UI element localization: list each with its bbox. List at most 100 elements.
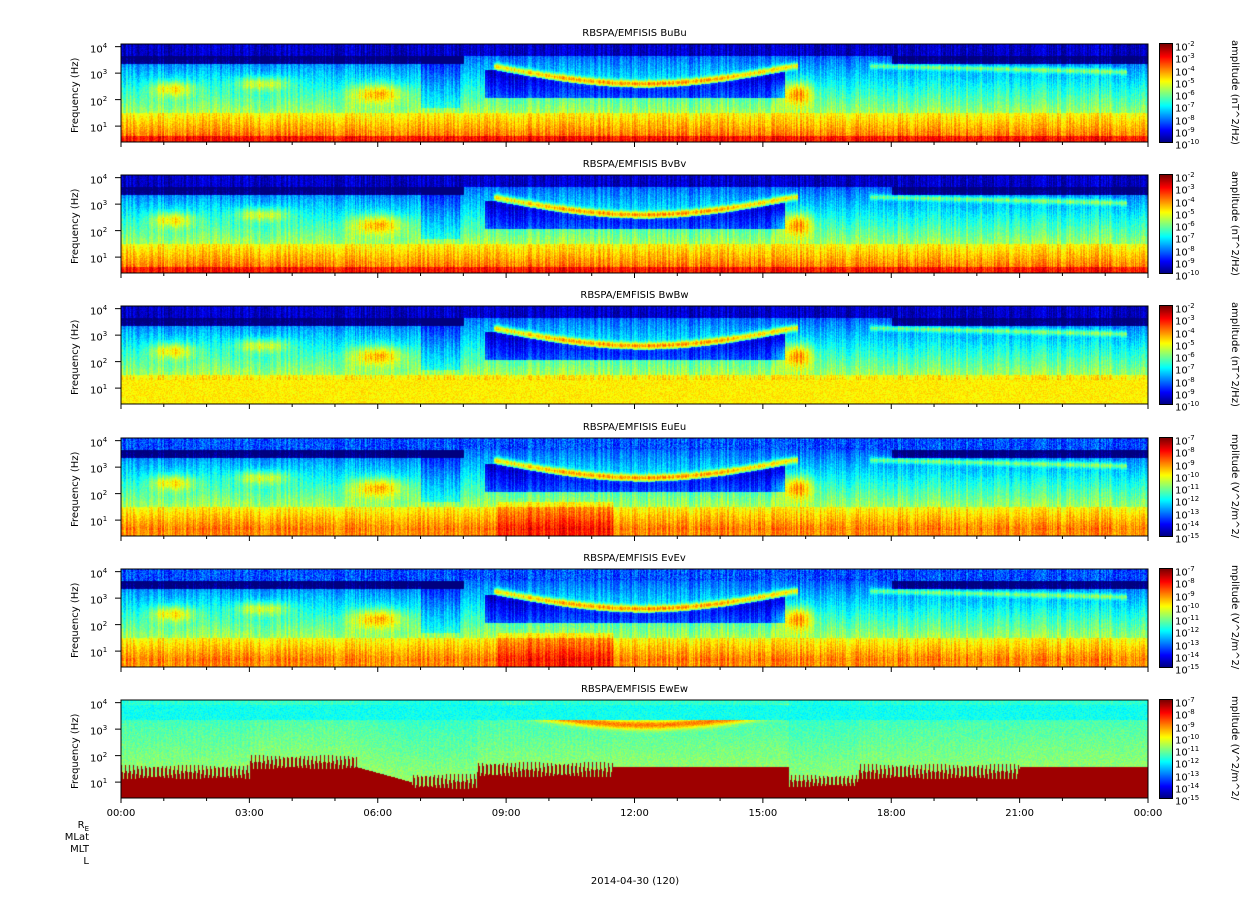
colorbar — [1159, 174, 1173, 274]
panel-axes — [115, 437, 1149, 541]
y-tick-label: 103 — [90, 199, 108, 213]
colorbar-tick-label: 10-3 — [1175, 183, 1195, 197]
y-tick-label: 103 — [90, 462, 108, 476]
y-axis-label: Frequency (Hz) — [70, 188, 81, 264]
colorbar-label: mplitude (V^2/m^2/ — [1229, 565, 1240, 670]
colorbar-tick-label: 10-7 — [1175, 434, 1195, 448]
colorbar-tick-label: 10-12 — [1175, 495, 1200, 509]
colorbar-tick-label: 10-14 — [1175, 519, 1200, 534]
y-tick-label: 101 — [90, 252, 108, 266]
y-axis-label: Frequency (Hz) — [70, 713, 81, 789]
colorbar-tick-label: 10-9 — [1175, 720, 1195, 734]
ephemeris-label: MLT — [70, 844, 89, 855]
colorbar-tick-label: 10-2 — [1175, 302, 1195, 316]
panel-axes — [115, 568, 1149, 672]
colorbar-tick-label: 10-6 — [1175, 89, 1195, 103]
y-tick-label: 101 — [90, 515, 108, 529]
y-tick-label: 104 — [90, 435, 108, 449]
colorbar-tick-label: 10-9 — [1175, 387, 1195, 402]
spectrogram-plot — [121, 700, 1148, 798]
panel-axes — [115, 174, 1149, 278]
colorbar-tick-label: 10-7 — [1175, 232, 1195, 246]
colorbar-tick-label: 10-3 — [1175, 52, 1195, 66]
colorbar — [1159, 568, 1173, 668]
colorbar-tick-label: 10-10 — [1175, 732, 1200, 747]
x-tick-label: 00:00 — [1133, 808, 1163, 819]
colorbar — [1159, 43, 1173, 143]
y-tick-label: 102 — [90, 225, 108, 239]
colorbar-tick-label: 10-10 — [1175, 470, 1200, 485]
panel-title: RBSPA/EMFISIS EvEv — [583, 553, 686, 564]
colorbar-label: mplitude (V^2/m^2/ — [1229, 696, 1240, 801]
colorbar-tick-label: 10-11 — [1175, 483, 1200, 497]
colorbar-tick-label: 10-12 — [1175, 626, 1200, 640]
y-tick-label: 102 — [90, 619, 108, 633]
colorbar-tick-label: 10-10 — [1175, 138, 1200, 152]
colorbar-tick-label: 10-3 — [1175, 314, 1195, 328]
colorbar-tick-label: 10-2 — [1175, 171, 1195, 185]
panel-axes — [115, 305, 1149, 409]
y-tick-label: 104 — [90, 172, 108, 186]
colorbar-tick-label: 10-9 — [1175, 589, 1195, 603]
colorbar-tick-label: 10-2 — [1175, 40, 1195, 54]
colorbar-tick-label: 10-6 — [1175, 220, 1195, 234]
panel-title: RBSPA/EMFISIS EwEw — [580, 684, 689, 695]
colorbar-tick-label: 10-14 — [1175, 781, 1200, 796]
y-axis-label: Frequency (Hz) — [70, 582, 81, 658]
y-tick-label: 103 — [90, 593, 108, 607]
x-tick-label: 03:00 — [234, 808, 264, 819]
spectrogram-plot — [121, 438, 1148, 536]
y-tick-label: 104 — [90, 41, 108, 55]
colorbar-tick-label: 10-8 — [1175, 446, 1195, 460]
colorbar-tick-label: 10-15 — [1175, 532, 1200, 546]
ephemeris-label: RE — [77, 820, 89, 833]
x-tick-label: 00:00 — [106, 808, 136, 819]
colorbar-tick-label: 10-9 — [1175, 256, 1195, 271]
colorbar-tick-label: 10-8 — [1175, 577, 1195, 591]
y-tick-label: 102 — [90, 356, 108, 370]
colorbar-tick-label: 10-6 — [1175, 351, 1195, 365]
colorbar — [1159, 699, 1173, 799]
colorbar-tick-label: 10-13 — [1175, 638, 1200, 652]
colorbar-tick-label: 10-13 — [1175, 769, 1200, 783]
colorbar-tick-label: 10-5 — [1175, 207, 1195, 222]
y-tick-label: 101 — [90, 777, 108, 791]
colorbar-tick-label: 10-8 — [1175, 244, 1195, 258]
spectrogram-plot — [121, 306, 1148, 404]
colorbar-tick-label: 10-5 — [1175, 338, 1195, 353]
colorbar-tick-label: 10-8 — [1175, 708, 1195, 722]
y-tick-label: 102 — [90, 94, 108, 108]
y-tick-label: 103 — [90, 724, 108, 738]
y-tick-label: 103 — [90, 68, 108, 82]
y-tick-label: 101 — [90, 121, 108, 135]
colorbar-tick-label: 10-10 — [1175, 269, 1200, 283]
y-tick-label: 102 — [90, 750, 108, 764]
spectrogram-plot — [121, 44, 1148, 142]
panel-title: RBSPA/EMFISIS BuBu — [582, 28, 687, 39]
colorbar-tick-label: 10-4 — [1175, 326, 1195, 340]
colorbar — [1159, 437, 1173, 537]
y-axis-label: Frequency (Hz) — [70, 451, 81, 527]
colorbar-tick-label: 10-8 — [1175, 375, 1195, 389]
x-tick-label: 12:00 — [620, 808, 649, 819]
y-axis-label: Frequency (Hz) — [70, 319, 81, 395]
ephemeris-label: L — [83, 856, 89, 867]
colorbar-tick-label: 10-11 — [1175, 745, 1200, 759]
date-label: 2014-04-30 (120) — [590, 876, 680, 887]
x-tick-label: 09:00 — [491, 808, 521, 819]
colorbar-label: amplitude (nT^2/Hz) — [1229, 171, 1240, 276]
colorbar-tick-label: 10-10 — [1175, 400, 1200, 414]
colorbar-label: mplitude (V^2/m^2/ — [1229, 434, 1240, 539]
colorbar-tick-label: 10-13 — [1175, 507, 1200, 521]
x-tick-label: 21:00 — [1005, 808, 1035, 819]
spectrogram-plot — [121, 175, 1148, 273]
colorbar-label: amplitude (nT^2/Hz) — [1229, 40, 1240, 145]
colorbar-tick-label: 10-7 — [1175, 696, 1195, 710]
colorbar — [1159, 305, 1173, 405]
y-tick-label: 104 — [90, 566, 108, 580]
panel-title: RBSPA/EMFISIS EuEu — [582, 422, 687, 433]
panel-axes — [115, 699, 1149, 803]
colorbar-tick-label: 10-12 — [1175, 757, 1200, 771]
colorbar-tick-label: 10-5 — [1175, 76, 1195, 91]
